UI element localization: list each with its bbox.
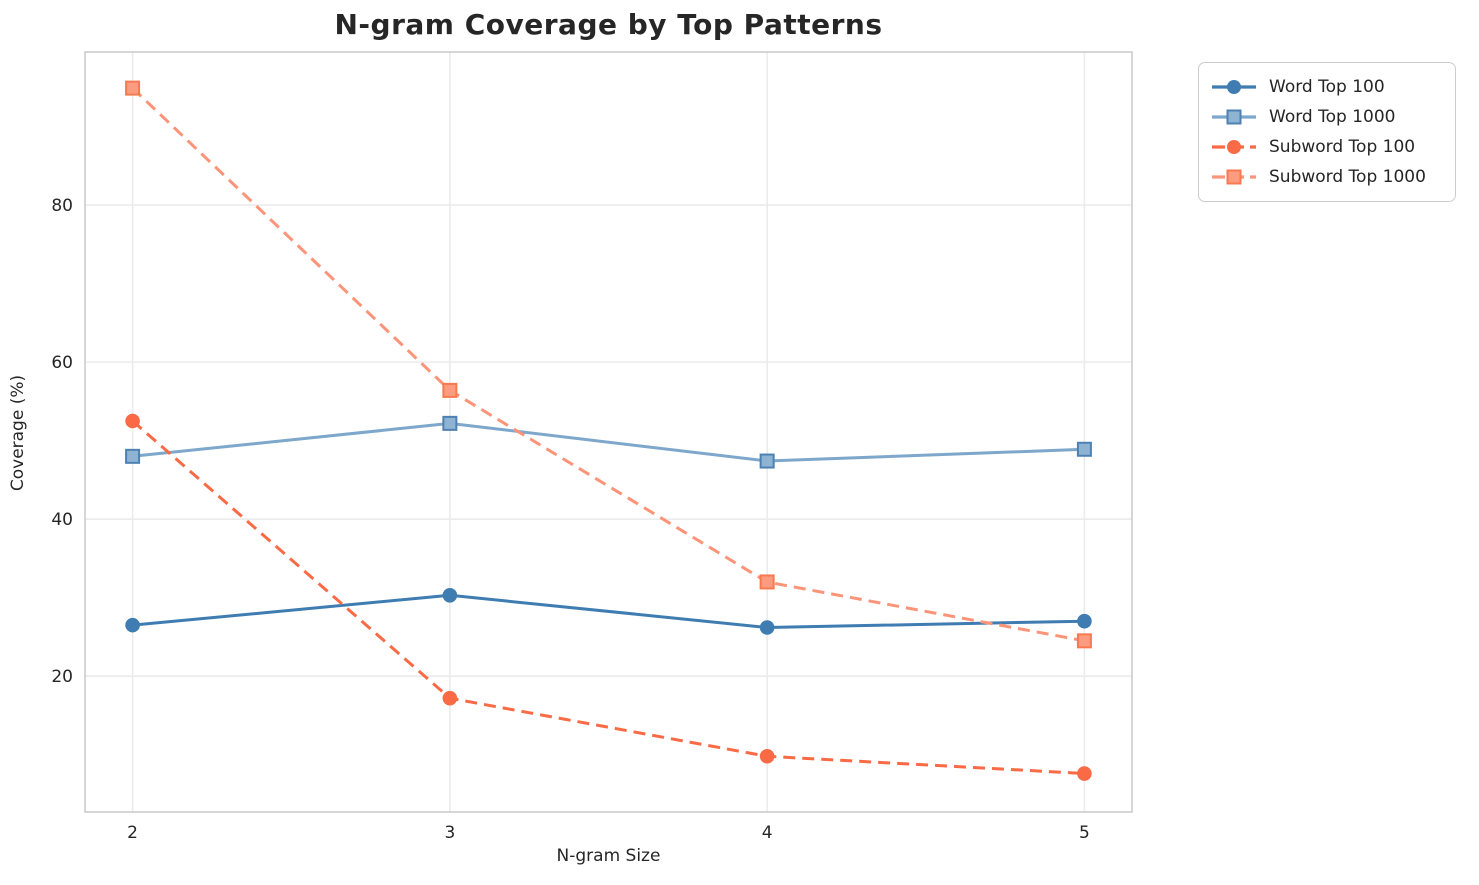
legend-swatch-square-icon <box>1212 109 1256 125</box>
data-point-marker <box>759 748 775 764</box>
series-line-subword-top-100 <box>131 419 1085 775</box>
series-line-word-top-100 <box>132 593 1085 629</box>
x-axis-label: N-gram Size <box>556 846 661 866</box>
legend-swatch-circle-icon <box>1212 140 1256 154</box>
data-point-marker <box>1076 441 1092 457</box>
y-tick-label: 20 <box>51 667 73 687</box>
legend-label: Subword Top 1000 <box>1269 167 1426 187</box>
x-tick-label: 2 <box>127 823 138 843</box>
legend-swatch-circle-icon <box>1212 80 1256 94</box>
legend-item: Subword Top 1000 <box>1211 165 1441 189</box>
data-point-marker <box>442 382 458 398</box>
legend-item: Word Top 1000 <box>1211 105 1441 129</box>
data-point-marker <box>1077 766 1092 781</box>
data-point-marker <box>125 80 141 96</box>
y-tick-label: 80 <box>51 196 73 216</box>
data-point-marker <box>759 620 775 635</box>
data-point-marker <box>759 574 775 590</box>
legend-item: Subword Top 100 <box>1211 135 1441 159</box>
data-point-marker <box>442 690 458 706</box>
series-line-word-top-1000 <box>132 421 1085 463</box>
x-tick-label: 5 <box>1079 823 1090 843</box>
data-point-marker <box>759 453 775 469</box>
data-point-marker <box>1076 633 1092 649</box>
data-point-marker <box>125 617 140 633</box>
legend-label: Subword Top 100 <box>1269 137 1416 157</box>
data-point-marker <box>125 448 141 464</box>
data-point-marker <box>125 413 140 429</box>
axes-spines <box>84 51 1133 813</box>
chart-title: N-gram Coverage by Top Patterns <box>334 8 883 41</box>
legend-item: Word Top 100 <box>1211 75 1441 99</box>
legend-label: Word Top 100 <box>1269 77 1385 97</box>
legend-label: Word Top 1000 <box>1269 107 1396 127</box>
x-tick-label: 4 <box>762 823 773 843</box>
series-line-subword-top-1000 <box>131 87 1085 643</box>
y-tick-label: 40 <box>51 510 73 530</box>
y-tick-label: 60 <box>51 353 73 373</box>
legend-swatch-square-icon <box>1212 169 1256 185</box>
data-point-marker <box>442 588 458 603</box>
x-tick-label: 3 <box>444 823 455 843</box>
data-point-marker <box>442 415 458 431</box>
legend: Word Top 100 Word Top 1000 Subword Top 100… <box>1198 62 1456 202</box>
data-point-marker <box>1077 613 1092 629</box>
